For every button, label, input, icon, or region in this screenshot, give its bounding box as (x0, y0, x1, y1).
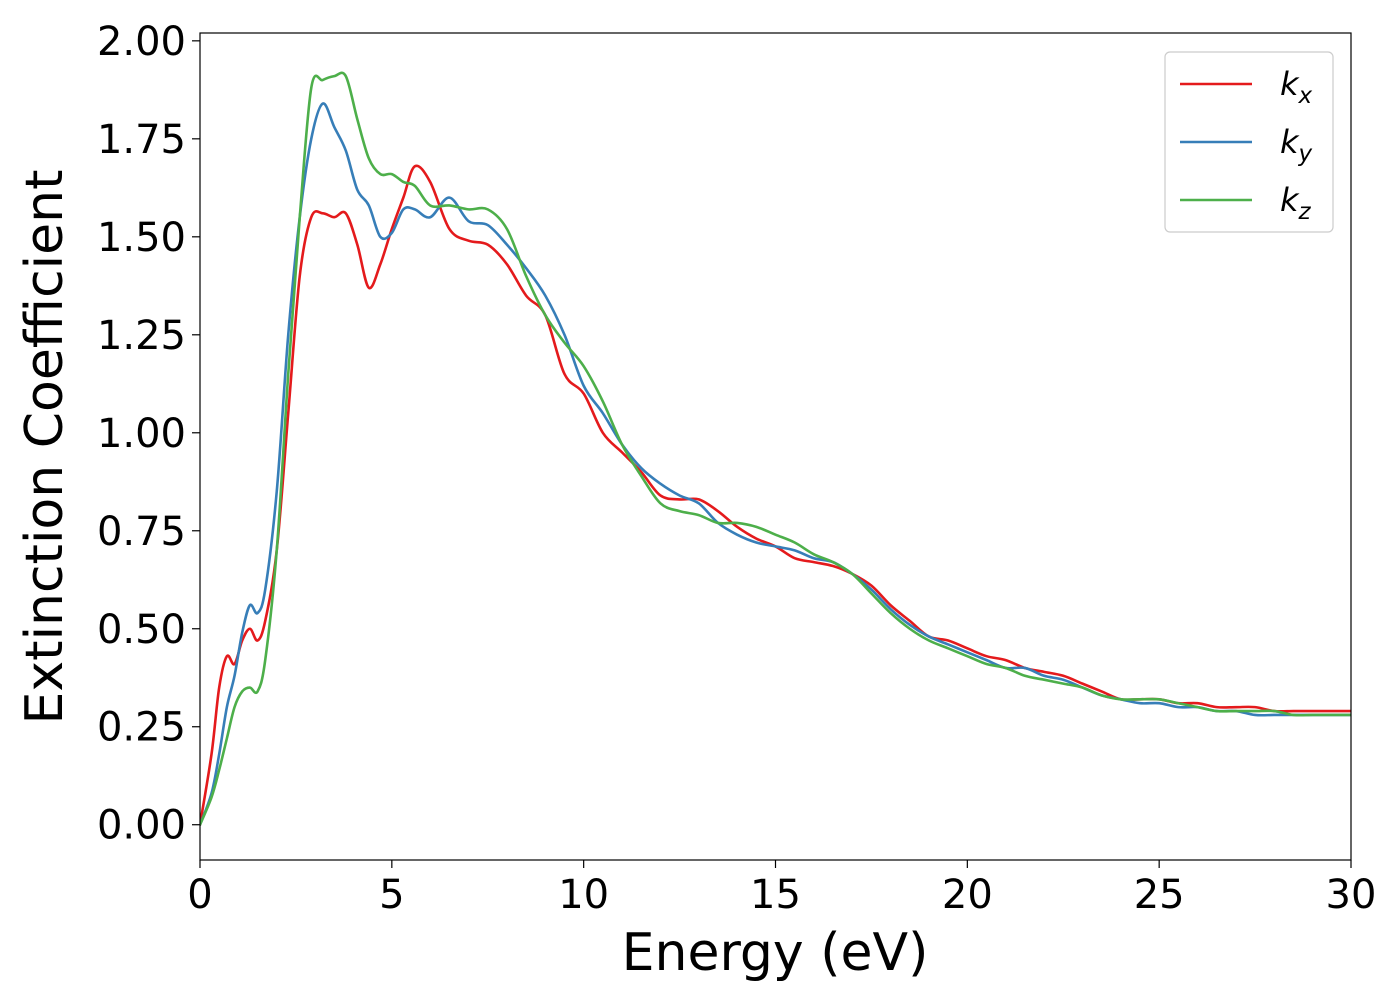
y-axis-label: Extinction Coefficient (15, 170, 75, 725)
y-tick-label: 1.00 (97, 411, 186, 457)
series-lines (200, 71, 1351, 827)
plot-area (200, 71, 1351, 827)
y-tick-label: 1.25 (97, 313, 186, 359)
x-tick-label: 0 (187, 872, 212, 918)
x-axis-label: Energy (eV) (622, 923, 929, 983)
x-tick-label: 15 (750, 872, 801, 918)
legend: kx ky kz (1164, 51, 1334, 233)
y-tick-label: 0.75 (97, 509, 186, 555)
y-tick-label: 2.00 (97, 19, 186, 65)
x-tick-label: 5 (379, 872, 404, 918)
y-tick-label: 1.75 (97, 117, 186, 163)
legend-label-kx: kx (1280, 65, 1313, 109)
x-tick-label: 20 (942, 872, 993, 918)
x-tick-label: 10 (558, 872, 609, 918)
x-tick-label: 25 (1134, 872, 1185, 918)
legend-label-kz: kz (1280, 181, 1312, 225)
legend-label-ky: ky (1280, 123, 1313, 167)
y-tick-label: 0.00 (97, 803, 186, 849)
y-tick-label: 1.50 (97, 215, 186, 261)
y-tick-label: 0.25 (97, 705, 186, 751)
series-line-kz (200, 71, 1351, 827)
axes: 0 5 10 15 20 25 30 0.00 0.25 0.50 0.75 1.00 1.25 1.50… (97, 19, 1377, 918)
y-tick-label: 0.50 (97, 607, 186, 653)
x-tick-label: 30 (1326, 872, 1377, 918)
